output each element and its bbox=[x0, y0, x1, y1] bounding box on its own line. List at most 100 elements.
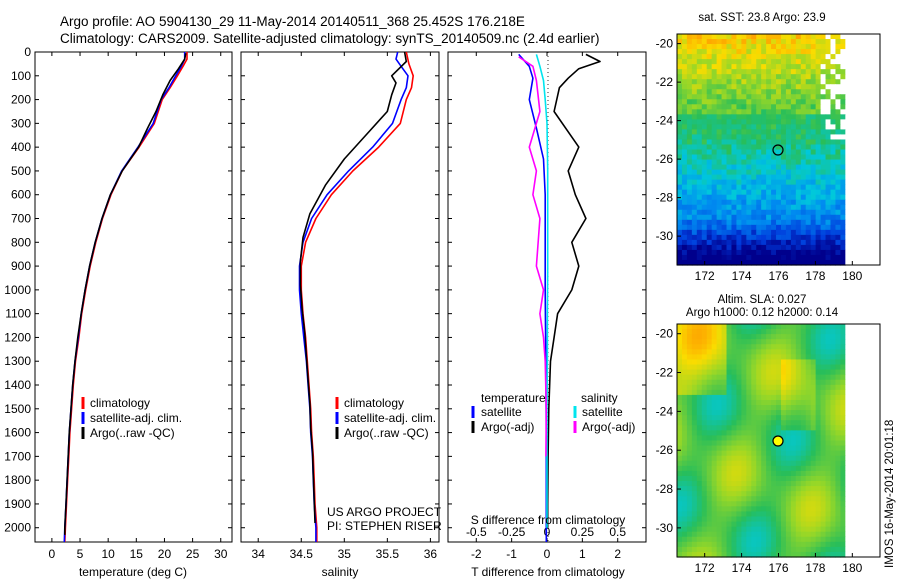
heatmap-cell bbox=[726, 164, 733, 171]
heatmap-cell bbox=[820, 139, 827, 146]
heatmap-cell bbox=[691, 379, 698, 386]
heatmap-cell bbox=[785, 364, 792, 371]
heatmap-cell bbox=[751, 536, 757, 543]
heatmap-cell bbox=[746, 259, 752, 266]
heatmap-cell bbox=[741, 114, 747, 120]
heatmap-cell bbox=[736, 511, 742, 518]
heatmap-cell bbox=[795, 154, 802, 161]
heatmap-cell bbox=[711, 159, 718, 166]
heatmap-cell bbox=[840, 359, 846, 366]
heatmap-cell bbox=[716, 369, 723, 376]
heatmap-cell bbox=[691, 179, 698, 186]
heatmap-cell bbox=[766, 164, 772, 171]
heatmap-cell bbox=[751, 194, 757, 201]
heatmap-cell bbox=[830, 44, 837, 50]
heatmap-cell bbox=[780, 109, 787, 115]
heatmap-cell bbox=[850, 114, 856, 120]
heatmap-cell bbox=[840, 69, 846, 75]
heatmap-cell bbox=[795, 139, 802, 146]
heatmap-cell bbox=[711, 470, 718, 477]
heatmap-cell bbox=[845, 511, 851, 518]
heatmap-cell bbox=[681, 470, 688, 477]
heatmap-cell bbox=[790, 194, 797, 201]
heatmap-cell bbox=[766, 329, 772, 335]
heatmap-cell bbox=[870, 84, 876, 90]
heatmap-cell bbox=[701, 89, 708, 95]
heatmap-cell bbox=[716, 59, 723, 65]
heatmap-cell bbox=[761, 486, 767, 492]
heatmap-cell bbox=[845, 435, 851, 442]
heatmap-cell bbox=[761, 139, 767, 146]
heatmap-cell bbox=[706, 114, 713, 120]
heatmap-cell bbox=[677, 440, 683, 447]
heatmap-cell bbox=[870, 209, 876, 216]
heatmap-cell bbox=[691, 144, 698, 151]
heatmap-cell bbox=[711, 541, 718, 548]
heatmap-cell bbox=[780, 349, 787, 355]
heatmap-cell bbox=[721, 109, 728, 115]
heatmap-cell bbox=[805, 189, 812, 196]
heatmap-cell bbox=[741, 420, 747, 426]
x-tick-label: 35.5 bbox=[376, 547, 400, 561]
heatmap-cell bbox=[691, 511, 698, 518]
heatmap-cell bbox=[845, 359, 851, 366]
heatmap-cell bbox=[731, 541, 738, 548]
heatmap-cell bbox=[835, 526, 841, 533]
heatmap-cell bbox=[855, 374, 861, 381]
heatmap-cell bbox=[677, 475, 683, 482]
heatmap-cell bbox=[746, 334, 752, 340]
heatmap-cell bbox=[845, 379, 851, 386]
heatmap-cell bbox=[780, 475, 787, 482]
heatmap-cell bbox=[677, 546, 683, 553]
heatmap-cell bbox=[691, 410, 698, 416]
heatmap-cell bbox=[726, 475, 733, 482]
heatmap-cell bbox=[746, 159, 752, 166]
heatmap-cell bbox=[726, 139, 733, 146]
heatmap-cell bbox=[696, 184, 703, 191]
heatmap-cell bbox=[865, 214, 871, 221]
heatmap-cell bbox=[785, 394, 792, 401]
heatmap-cell bbox=[825, 506, 832, 513]
heatmap-cell bbox=[820, 379, 827, 386]
heatmap-cell bbox=[721, 516, 728, 523]
heatmap-cell bbox=[840, 481, 846, 487]
heatmap-cell bbox=[780, 234, 787, 241]
heatmap-cell bbox=[736, 194, 742, 201]
heatmap-cell bbox=[785, 239, 792, 246]
heatmap-cell bbox=[780, 104, 787, 110]
heatmap-cell bbox=[855, 189, 861, 196]
heatmap-cell bbox=[696, 119, 703, 125]
heatmap-cell bbox=[677, 109, 683, 115]
heatmap-cell bbox=[790, 354, 797, 361]
heatmap-cell bbox=[731, 49, 738, 55]
heatmap-cell bbox=[677, 506, 683, 513]
heatmap-cell bbox=[805, 551, 812, 558]
heatmap-cell bbox=[855, 239, 861, 246]
heatmap-cell bbox=[815, 114, 822, 120]
heatmap-cell bbox=[810, 455, 817, 462]
heatmap-cell bbox=[711, 455, 718, 462]
heatmap-cell bbox=[691, 389, 698, 396]
heatmap-cell bbox=[845, 455, 851, 462]
heatmap-cell bbox=[815, 64, 822, 70]
heatmap-cell bbox=[850, 94, 856, 100]
heatmap-cell bbox=[875, 84, 881, 90]
heatmap-cell bbox=[686, 99, 693, 105]
heatmap-cell bbox=[860, 470, 866, 477]
heatmap-cell bbox=[686, 536, 693, 543]
heatmap-cell bbox=[855, 54, 861, 60]
x-tick-label: 34 bbox=[252, 547, 266, 561]
heatmap-cell bbox=[726, 394, 733, 401]
heatmap-cell bbox=[865, 169, 871, 176]
heatmap-cell bbox=[825, 496, 832, 502]
heatmap-cell bbox=[776, 179, 782, 186]
heatmap-cell bbox=[785, 79, 792, 85]
heatmap-cell bbox=[731, 174, 738, 181]
heatmap-cell bbox=[721, 384, 728, 391]
heatmap-cell bbox=[746, 149, 752, 156]
heatmap-cell bbox=[681, 506, 688, 513]
heatmap-cell bbox=[716, 450, 723, 457]
heatmap-cell bbox=[795, 179, 802, 186]
heatmap-cell bbox=[845, 114, 851, 120]
heatmap-cell bbox=[845, 209, 851, 216]
